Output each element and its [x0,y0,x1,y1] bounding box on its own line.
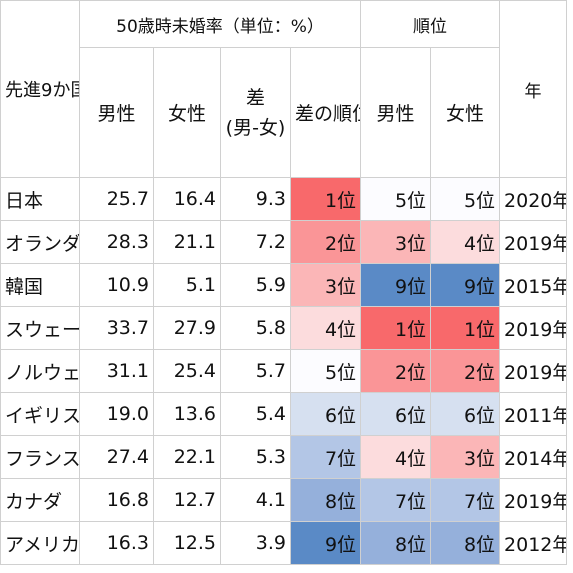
male-rate-header: 男性 [79,47,154,178]
table-row: 韓国 10.9 5.1 5.9 3位 9位 9位 2015年 [0,263,568,307]
female-rank-cell: 3位 [430,435,501,479]
male-rank-cell: 9位 [360,263,432,307]
year-cell: 2019年 [499,220,568,264]
male-rank-cell: 4位 [360,435,432,479]
year-cell: 2019年 [499,306,568,350]
country-cell: ノルウェー [0,349,80,393]
diff-cell: 3.9 [220,521,291,565]
diff-rank-header: 差の順位 [289,47,362,178]
table-row: フランス 27.4 22.1 5.3 7位 4位 3位 2014年 [0,435,568,479]
female-rank-cell: 7位 [430,478,501,522]
year-cell: 2019年 [499,349,568,393]
diff-rank-cell: 8位 [289,478,362,522]
diff-cell: 5.3 [220,435,291,479]
table-row: アメリカ 16.3 12.5 3.9 9位 8位 8位 2012年 [0,521,568,565]
male-rate-cell: 27.4 [79,435,154,479]
table-row: カナダ 16.8 12.7 4.1 8位 7位 7位 2019年 [0,478,568,522]
year-cell: 2019年 [499,478,568,522]
table-row: オランダ 28.3 21.1 7.2 2位 3位 4位 2019年 [0,220,568,264]
country-cell: カナダ [0,478,80,522]
year-column-header: 年 [499,0,568,178]
female-rank-header: 女性 [430,47,501,178]
year-cell: 2012年 [499,521,568,565]
female-rank-cell: 5位 [430,177,501,221]
year-cell: 2014年 [499,435,568,479]
male-rank-cell: 5位 [360,177,432,221]
male-rate-cell: 10.9 [79,263,154,307]
female-rank-cell: 6位 [430,392,501,436]
country-column-header: 先進9か国 [0,0,80,178]
male-rank-cell: 3位 [360,220,432,264]
table-row: スウェーデン 33.7 27.9 5.8 4位 1位 1位 2019年 [0,306,568,350]
diff-rank-cell: 7位 [289,435,362,479]
diff-cell: 5.8 [220,306,291,350]
country-cell: イギリス [0,392,80,436]
male-rate-cell: 16.8 [79,478,154,522]
female-rate-cell: 16.4 [153,177,221,221]
female-rank-cell: 2位 [430,349,501,393]
diff-rank-cell: 9位 [289,521,362,565]
diff-header-line2: (男-女) [225,116,286,139]
table-row: 日本 25.7 16.4 9.3 1位 5位 5位 2020年 [0,177,568,221]
table-row: イギリス 19.0 13.6 5.4 6位 6位 6位 2011年 [0,392,568,436]
diff-rank-cell: 3位 [289,263,362,307]
diff-header-line1: 差 [245,86,265,109]
male-rank-header: 男性 [360,47,432,178]
female-rate-cell: 27.9 [153,306,221,350]
male-rank-cell: 6位 [360,392,432,436]
diff-cell: 5.4 [220,392,291,436]
table-row: ノルウェー 31.1 25.4 5.7 5位 2位 2位 2019年 [0,349,568,393]
male-rate-cell: 16.3 [79,521,154,565]
female-rate-cell: 13.6 [153,392,221,436]
female-rate-cell: 5.1 [153,263,221,307]
diff-rank-cell: 4位 [289,306,362,350]
rate-group-header: 50歳時未婚率（単位：%） [78,0,362,48]
male-rank-cell: 8位 [360,521,432,565]
male-rate-cell: 28.3 [79,220,154,264]
female-rank-cell: 8位 [430,521,501,565]
diff-cell: 5.9 [220,263,291,307]
country-cell: アメリカ [0,521,80,565]
male-rate-cell: 25.7 [79,177,154,221]
country-cell: 韓国 [0,263,80,307]
female-rate-cell: 21.1 [153,220,221,264]
male-rank-cell: 2位 [360,349,432,393]
country-cell: オランダ [0,220,80,264]
diff-rank-cell: 2位 [289,220,362,264]
year-cell: 2011年 [499,392,568,436]
diff-cell: 4.1 [220,478,291,522]
female-rank-cell: 1位 [430,306,501,350]
male-rank-cell: 1位 [360,306,432,350]
diff-header: 差 (男-女) [220,47,291,178]
female-rate-cell: 22.1 [153,435,221,479]
country-cell: スウェーデン [0,306,80,350]
diff-rank-cell: 1位 [289,177,362,221]
female-rank-cell: 9位 [430,263,501,307]
year-cell: 2015年 [499,263,568,307]
diff-rank-cell: 6位 [289,392,362,436]
diff-rank-cell: 5位 [289,349,362,393]
female-rate-cell: 12.5 [153,521,221,565]
marriage-rate-table: 先進9か国 50歳時未婚率（単位：%） 順位 年 男性 女性 差 (男-女) 差の… [0,0,568,565]
female-rate-cell: 12.7 [153,478,221,522]
rank-group-header: 順位 [360,0,501,48]
male-rank-cell: 7位 [360,478,432,522]
country-cell: フランス [0,435,80,479]
male-rate-cell: 31.1 [79,349,154,393]
year-cell: 2020年 [499,177,568,221]
diff-cell: 7.2 [220,220,291,264]
male-rate-cell: 19.0 [79,392,154,436]
country-cell: 日本 [0,177,80,221]
male-rate-cell: 33.7 [79,306,154,350]
female-rank-cell: 4位 [430,220,501,264]
diff-cell: 9.3 [220,177,291,221]
female-rate-header: 女性 [153,47,221,178]
diff-cell: 5.7 [220,349,291,393]
female-rate-cell: 25.4 [153,349,221,393]
